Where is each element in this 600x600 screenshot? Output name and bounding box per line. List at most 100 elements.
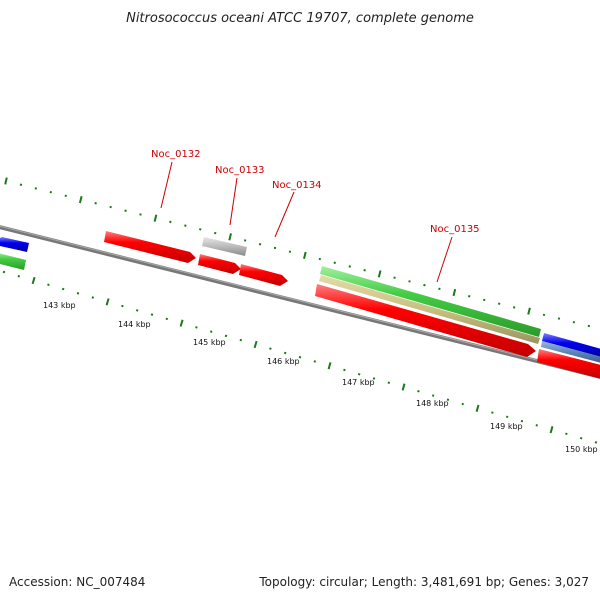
- inner-minor-tick: [2, 270, 6, 274]
- inner-minor-tick: [343, 368, 346, 372]
- outer-minor-tick: [94, 202, 97, 205]
- inner-minor-tick: [594, 441, 598, 444]
- inner-minor-tick: [195, 326, 198, 329]
- outer-major-tick: [228, 233, 232, 241]
- inner-tick-marks: [2, 270, 598, 444]
- gene-noc-0132-cds[interactable]: [104, 231, 196, 263]
- tick-label-150: 150 kbp: [565, 445, 598, 454]
- outer-minor-tick: [497, 302, 501, 305]
- steel-feature-right[interactable]: [541, 341, 600, 364]
- genome-backbone: [0, 225, 600, 379]
- gene-noc-0134-cds[interactable]: [239, 264, 288, 286]
- outer-minor-tick: [288, 250, 292, 253]
- inner-minor-tick: [372, 377, 376, 380]
- gene-label-noc-0135: Noc_0135: [430, 224, 480, 235]
- outer-minor-tick: [64, 194, 67, 198]
- inner-major-tick: [31, 276, 36, 285]
- outer-minor-tick: [124, 209, 127, 212]
- inner-major-tick: [475, 404, 480, 412]
- khaki-feature-noc-0135[interactable]: [319, 275, 540, 344]
- accession-text: Accession: NC_007484: [9, 575, 145, 589]
- outer-minor-tick: [34, 187, 38, 190]
- reverse-cds-right[interactable]: [542, 333, 600, 358]
- outer-minor-tick: [363, 268, 366, 272]
- outer-minor-tick: [333, 261, 336, 265]
- outer-major-tick: [153, 214, 158, 222]
- outer-minor-tick: [199, 228, 202, 231]
- outer-minor-tick: [109, 205, 112, 209]
- leader-noc-0135: [436, 236, 453, 283]
- outer-major-tick: [303, 251, 307, 259]
- inner-minor-tick: [505, 415, 509, 419]
- inner-major-tick: [105, 298, 110, 306]
- gene-label-noc-0134: Noc_0134: [272, 180, 322, 191]
- tick-label-144: 144 kbp: [118, 320, 151, 329]
- inner-minor-tick: [357, 372, 361, 376]
- inner-minor-tick: [239, 338, 243, 342]
- gene-label-noc-0132: Noc_0132: [151, 149, 201, 160]
- outer-minor-tick: [243, 239, 247, 242]
- tick-label-147: 147 kbp: [342, 378, 375, 387]
- inner-minor-tick: [165, 317, 169, 321]
- inner-minor-tick: [269, 347, 272, 350]
- inner-minor-tick: [520, 419, 524, 423]
- inner-minor-tick: [47, 283, 50, 287]
- inner-minor-tick: [17, 274, 21, 278]
- inner-minor-tick: [135, 309, 139, 312]
- inner-major-tick: [253, 340, 258, 349]
- outer-minor-tick: [169, 220, 172, 224]
- tick-label-146: 146 kbp: [267, 357, 300, 366]
- inner-minor-tick: [121, 304, 124, 308]
- outer-minor-tick: [393, 276, 396, 279]
- inner-minor-tick: [446, 398, 450, 402]
- outer-minor-tick: [184, 224, 187, 227]
- tick-label-145: 145 kbp: [193, 338, 226, 347]
- outer-major-tick: [4, 177, 8, 185]
- outer-minor-tick: [423, 283, 426, 287]
- outer-major-tick: [452, 288, 457, 297]
- inner-minor-tick: [535, 424, 538, 427]
- outer-major-tick: [377, 270, 382, 278]
- leader-noc-0132: [160, 161, 173, 209]
- map-title: Nitrosococcus oceani ATCC 19707, complet…: [126, 11, 474, 26]
- leader-noc-0134: [274, 191, 295, 238]
- outer-minor-tick: [557, 317, 561, 320]
- inner-minor-tick: [76, 292, 80, 295]
- outer-major-tick: [78, 195, 83, 204]
- inner-minor-tick: [491, 411, 494, 414]
- inner-major-tick: [549, 426, 554, 434]
- gene-noc-0133-cds[interactable]: [198, 254, 241, 274]
- green-feature-left[interactable]: [0, 252, 26, 270]
- inner-minor-tick: [283, 351, 287, 355]
- red-cds-right[interactable]: [537, 349, 600, 380]
- outer-minor-tick: [348, 265, 351, 268]
- gene-noc-0135-cds[interactable]: [315, 284, 536, 357]
- inner-minor-tick: [298, 355, 302, 359]
- outer-minor-tick: [49, 190, 53, 194]
- outer-minor-tick: [318, 257, 322, 261]
- outer-major-tick: [527, 307, 531, 315]
- outer-minor-tick: [19, 183, 23, 186]
- outer-minor-tick: [483, 298, 486, 302]
- genome-summary-text: Topology: circular; Length: 3,481,691 bp…: [258, 575, 589, 589]
- inner-minor-tick: [150, 313, 154, 316]
- inner-major-tick: [401, 383, 406, 391]
- tick-label-149: 149 kbp: [490, 422, 523, 431]
- outer-minor-tick: [587, 324, 591, 328]
- outer-minor-tick: [468, 295, 471, 298]
- reverse-cds-arrow[interactable]: [0, 237, 29, 252]
- tick-label-148: 148 kbp: [416, 399, 449, 408]
- gene-label-leaders: [160, 161, 453, 283]
- inner-minor-tick: [431, 394, 435, 397]
- inner-minor-tick: [461, 402, 464, 406]
- genome-backbone-highlight: [0, 225, 600, 377]
- tick-label-143: 143 kbp: [43, 301, 76, 310]
- inner-minor-tick: [387, 381, 391, 385]
- gene-noc-0133-feature[interactable]: [202, 237, 247, 256]
- inner-minor-tick: [565, 432, 568, 436]
- outer-tick-marks: [4, 177, 591, 328]
- green-feature-noc-0135[interactable]: [320, 266, 541, 337]
- inner-minor-tick: [91, 296, 95, 299]
- inner-minor-tick: [61, 287, 65, 291]
